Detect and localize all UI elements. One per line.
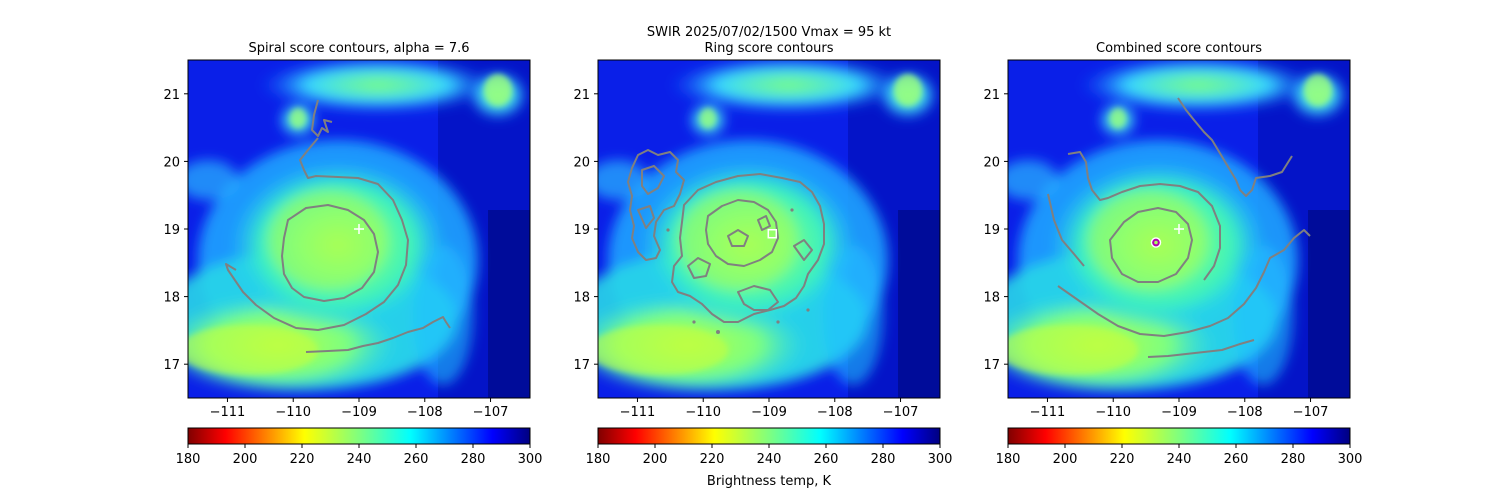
colorbar: 180 200 220 240 260 280 300	[996, 427, 1363, 467]
figure-suptitle: SWIR 2025/07/02/1500 Vmax = 95 kt	[647, 25, 891, 40]
colorbar-label: Brightness temp, K	[707, 474, 832, 489]
y-tick-label: 18	[983, 291, 1000, 306]
center-square-marker	[767, 228, 778, 239]
colorbar-tick-label: 240	[347, 452, 372, 467]
y-tick-label: 20	[573, 155, 590, 170]
x-tick-label: −108	[1227, 405, 1263, 420]
y-tick-label: 18	[163, 291, 180, 306]
x-tick-label: −109	[341, 405, 377, 420]
panel-spiral: Spiral score contours, alpha = 7.6 −111−…	[158, 41, 543, 467]
colorbar-tick-label: 280	[1281, 452, 1306, 467]
colorbar-ticks: 180 200 220 240 260 280 300	[586, 444, 953, 467]
y-tick-label: 21	[163, 88, 180, 103]
y-tick-label: 21	[983, 88, 1000, 103]
contour-line	[1109, 207, 1193, 283]
colorbar-tick-label: 180	[996, 452, 1021, 467]
colorbar-tick-label: 260	[404, 452, 429, 467]
contour-line	[225, 99, 409, 331]
colorbar-ticks: 180 200 220 240 260 280 300	[996, 444, 1363, 467]
contour-line	[281, 204, 379, 302]
contour-line	[627, 149, 685, 261]
y-tick-label: 20	[163, 155, 180, 170]
colorbar-tick-label: 280	[871, 452, 896, 467]
x-tick-label: −107	[473, 405, 509, 420]
colorbar-tick-label: 180	[176, 452, 201, 467]
center-marker	[354, 224, 364, 234]
x-tick-label: −110	[685, 405, 721, 420]
center-circle-marker-outer	[1150, 237, 1162, 248]
x-tick-label: −109	[1161, 405, 1197, 420]
colorbar-tick-label: 260	[814, 452, 839, 467]
colorbar: 180 200 220 240 260 280 300	[176, 427, 543, 467]
y-tick-label: 17	[573, 358, 590, 373]
panel-title-combined: Combined score contours	[1096, 41, 1262, 56]
colorbar-tick-label: 200	[233, 452, 258, 467]
y-tick-label: 17	[983, 358, 1000, 373]
brightness-field	[978, 57, 1350, 398]
y-tick-label: 20	[983, 155, 1000, 170]
colorbar-tick-label: 200	[1053, 452, 1078, 467]
contour-line	[305, 316, 451, 353]
contour-line	[1047, 193, 1085, 267]
colorbar-tick-label: 220	[290, 452, 315, 467]
center-marker	[767, 228, 778, 239]
panel-combined: Combined score contours −111 −110 −109 −108…	[978, 41, 1363, 467]
colorbar-tick-label: 280	[461, 452, 486, 467]
panel-ring: Ring score contours −111 −110 −109 −108 −107…	[568, 41, 953, 489]
colorbar-gradient	[187, 427, 531, 445]
axis-ticks: −111 −110 −109 −108 −107 17 18 19 20 21	[163, 88, 508, 420]
colorbar-tick-label: 240	[757, 452, 782, 467]
contour-line	[727, 215, 771, 247]
colorbar-tick-label: 300	[928, 452, 953, 467]
y-tick-label: 21	[573, 88, 590, 103]
colorbar: 180 200 220 240 260 280 300 Brightness temp, K	[586, 427, 953, 489]
colorbar-tick-label: 240	[1167, 452, 1192, 467]
contour-line	[1067, 151, 1221, 281]
contour-line	[637, 165, 665, 229]
y-tick-label: 19	[163, 223, 180, 238]
colorbar-gradient	[1007, 427, 1351, 445]
x-tick-label: −110	[1095, 405, 1131, 420]
x-tick-label: −108	[407, 405, 443, 420]
brightness-field	[158, 57, 530, 398]
panel-title-spiral: Spiral score contours, alpha = 7.6	[248, 41, 469, 56]
x-tick-label: −108	[817, 405, 853, 420]
colorbar-tick-label: 300	[1338, 452, 1363, 467]
x-tick-label: −110	[275, 405, 311, 420]
x-tick-label: −111	[620, 405, 656, 420]
x-tick-label: −111	[1030, 405, 1066, 420]
center-plus-marker	[354, 224, 364, 234]
axis-ticks: −111 −110 −109 −108 −107 17 18 19 20 21	[573, 88, 918, 420]
colorbar-tick-label: 300	[518, 452, 543, 467]
x-tick-label: −111	[210, 405, 246, 420]
contour-line	[705, 199, 779, 267]
axis-ticks: −111 −110 −109 −108 −107 17 18 19 20 21	[983, 88, 1328, 420]
y-tick-label: 19	[573, 223, 590, 238]
contour-line	[1147, 339, 1255, 358]
colorbar-ticks: 180 200 220 240 260 280 300	[176, 444, 543, 467]
brightness-field	[568, 57, 940, 398]
center-marker	[1150, 224, 1184, 248]
center-circle-marker	[1152, 238, 1160, 247]
contour-line	[687, 239, 813, 311]
y-tick-label: 18	[573, 291, 590, 306]
contour-line	[1177, 97, 1293, 197]
y-tick-label: 17	[163, 358, 180, 373]
contour-line	[1057, 229, 1311, 337]
colorbar-gradient	[597, 427, 941, 445]
x-tick-label: −107	[1293, 405, 1329, 420]
colorbar-tick-label: 260	[1224, 452, 1249, 467]
colorbar-tick-label: 200	[643, 452, 668, 467]
contour-line	[671, 173, 825, 323]
x-tick-label: −107	[883, 405, 919, 420]
center-plus-marker	[1174, 224, 1184, 234]
colorbar-tick-label: 220	[1110, 452, 1135, 467]
y-tick-label: 19	[983, 223, 1000, 238]
x-tick-label: −109	[751, 405, 787, 420]
panel-title-ring: Ring score contours	[704, 41, 833, 56]
colorbar-tick-label: 180	[586, 452, 611, 467]
colorbar-tick-label: 220	[700, 452, 725, 467]
